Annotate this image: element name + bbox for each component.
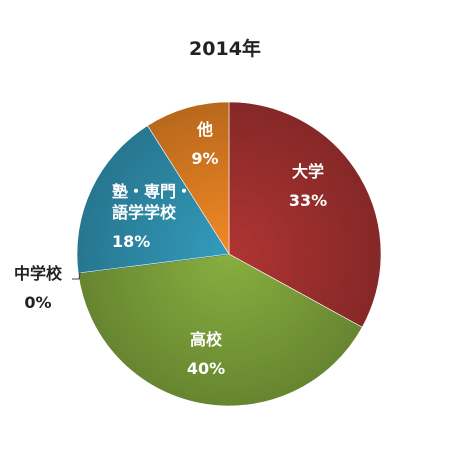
slice-label: 中学校 bbox=[14, 264, 63, 283]
slice-value-label: 33% bbox=[289, 191, 327, 210]
slice-value-label: 40% bbox=[187, 359, 225, 378]
labels-layer: 大学 33% 高校 40% 中学校 0% 塾・専門・語学学校 18% 他 9% bbox=[14, 120, 327, 378]
pie-slice bbox=[76, 125, 230, 274]
slice-label: 他 bbox=[196, 120, 213, 139]
pie-slice bbox=[77, 253, 363, 407]
slice-value-label: 18% bbox=[112, 232, 150, 251]
slice-value-label: 0% bbox=[24, 293, 51, 312]
slices-layer bbox=[76, 101, 382, 407]
pie-slice bbox=[147, 101, 230, 256]
slice-label: 塾・専門・語学学校 bbox=[112, 182, 192, 222]
leader-line bbox=[72, 271, 81, 280]
pie-slice bbox=[228, 101, 382, 328]
slice-label: 高校 bbox=[190, 330, 223, 349]
slice-value-label: 9% bbox=[191, 149, 218, 168]
chart-title: 2014年 bbox=[189, 37, 261, 60]
slice-label: 大学 bbox=[292, 162, 324, 181]
